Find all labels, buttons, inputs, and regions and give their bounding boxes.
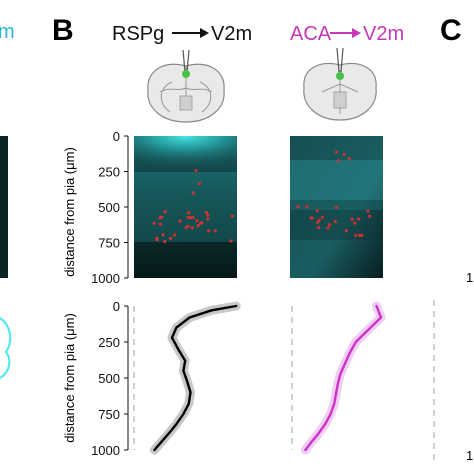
y-axis-label-bottom: distance from pia (μm): [62, 313, 77, 443]
cell-marker: [204, 210, 209, 215]
brain-schematic-left: [147, 49, 225, 123]
cell-marker: [360, 233, 364, 237]
cell-marker: [315, 209, 319, 213]
left-fragment: m: [0, 21, 15, 379]
cell-marker: [195, 219, 199, 223]
left-fragment-image: [0, 136, 8, 278]
cell-marker: [190, 226, 194, 230]
cell-marker: [326, 226, 330, 230]
right-fragment: 1 1: [433, 270, 473, 463]
cell-marker: [191, 191, 195, 195]
header-right-target: V2m: [363, 23, 404, 45]
image-right: [290, 136, 383, 278]
cell-marker: [334, 150, 339, 154]
y-tick-label: 750: [98, 407, 120, 422]
cell-marker: [161, 233, 165, 237]
cell-marker: [184, 226, 188, 230]
right-fragment-digit-top: 1: [466, 270, 473, 285]
left-fragment-text: m: [0, 21, 15, 43]
cell-marker: [310, 216, 314, 220]
cell-markers-left: [152, 169, 234, 244]
y-tick-label: 500: [98, 200, 120, 215]
cell-marker: [160, 215, 164, 219]
cell-marker: [320, 215, 325, 219]
cell-marker: [191, 215, 195, 220]
cell-marker: [188, 216, 193, 220]
cell-marker: [356, 217, 361, 221]
cell-marker: [296, 205, 300, 209]
cell-marker: [213, 229, 217, 233]
cell-marker: [344, 229, 348, 233]
cell-marker: [305, 205, 309, 209]
y-axis-label-top: distance from pia (μm): [62, 147, 77, 277]
cell-markers-right: [296, 150, 372, 237]
cell-marker: [207, 229, 211, 233]
y-tick-label: 750: [98, 236, 120, 251]
cell-marker: [163, 210, 167, 214]
cell-marker: [155, 238, 159, 242]
image-left: [134, 136, 237, 278]
arrow-right-icon: [172, 28, 209, 38]
y-tick-label: 500: [98, 371, 120, 386]
cell-marker: [336, 159, 340, 163]
cell-marker: [163, 239, 167, 244]
cell-marker: [353, 221, 357, 225]
header-left: RSPg V2m: [112, 23, 252, 45]
cell-marker: [358, 233, 362, 237]
y-tick-label: 250: [98, 165, 120, 180]
injection-pipette-icon: [182, 49, 190, 78]
cell-marker: [342, 152, 346, 156]
right-fragment-digit-bottom: 1: [466, 448, 473, 463]
profile-mean-line: [153, 304, 238, 452]
left-fragment-trace: [0, 317, 12, 379]
cell-marker: [187, 211, 191, 215]
cell-marker: [194, 169, 198, 173]
cell-marker: [317, 225, 321, 229]
y-tick-label: 0: [113, 129, 120, 144]
cell-marker: [178, 219, 182, 223]
y-axis-top: distance from pia (μm) 0 250 500 750 1000: [62, 129, 129, 286]
injection-pipette-icon: [336, 47, 344, 80]
profile-mean-line: [304, 304, 383, 452]
panel-letter-b: B: [52, 14, 74, 47]
header-right-source: ACA: [290, 23, 332, 45]
cell-marker: [368, 214, 372, 218]
cell-marker: [200, 221, 204, 225]
y-tick-label: 1000: [91, 443, 120, 458]
cell-marker: [334, 205, 338, 209]
cell-marker: [230, 214, 234, 218]
cell-marker: [196, 224, 200, 228]
y-axis-bottom: distance from pia (μm) 0 250 500 750 1000: [62, 299, 129, 458]
cell-marker: [197, 182, 201, 186]
cell-marker: [327, 223, 331, 227]
header-right: ACA V2m: [290, 23, 404, 45]
header-left-source: RSPg: [112, 23, 164, 45]
header-left-target: V2m: [211, 23, 252, 45]
arrow-right-icon: [330, 28, 361, 38]
y-tick-label: 250: [98, 335, 120, 350]
cell-marker: [152, 221, 156, 225]
y-tick-label: 0: [113, 299, 120, 314]
profile-trace-right: [300, 301, 386, 455]
cell-marker: [350, 217, 354, 221]
y-tick-label: 1000: [91, 271, 120, 286]
cell-marker: [333, 219, 337, 224]
cell-marker: [229, 239, 233, 243]
cell-marker: [347, 157, 351, 161]
cell-marker: [158, 222, 162, 226]
cell-marker: [354, 233, 358, 237]
cell-marker: [172, 233, 177, 237]
cell-marker: [168, 236, 173, 240]
brain-schematic-right: [303, 47, 377, 121]
cell-marker: [206, 217, 210, 221]
cell-marker: [206, 213, 210, 217]
profile-error-band: [149, 301, 241, 455]
cell-marker: [317, 218, 321, 222]
cell-marker: [366, 209, 370, 213]
profile-trace-left: [149, 301, 241, 455]
panel-letter-c: C: [440, 14, 462, 47]
